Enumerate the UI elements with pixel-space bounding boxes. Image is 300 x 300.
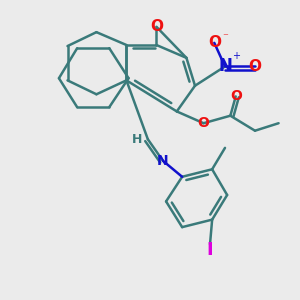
Text: N: N — [218, 57, 232, 75]
Text: O: O — [230, 89, 242, 103]
Text: H: H — [132, 133, 142, 146]
Text: O: O — [150, 19, 163, 34]
Text: O: O — [248, 59, 262, 74]
Text: I: I — [207, 241, 213, 259]
Text: O: O — [198, 116, 209, 130]
Text: O: O — [208, 35, 221, 50]
Text: ⁻: ⁻ — [222, 32, 228, 43]
Text: +: + — [232, 51, 240, 61]
Text: N: N — [157, 154, 169, 168]
